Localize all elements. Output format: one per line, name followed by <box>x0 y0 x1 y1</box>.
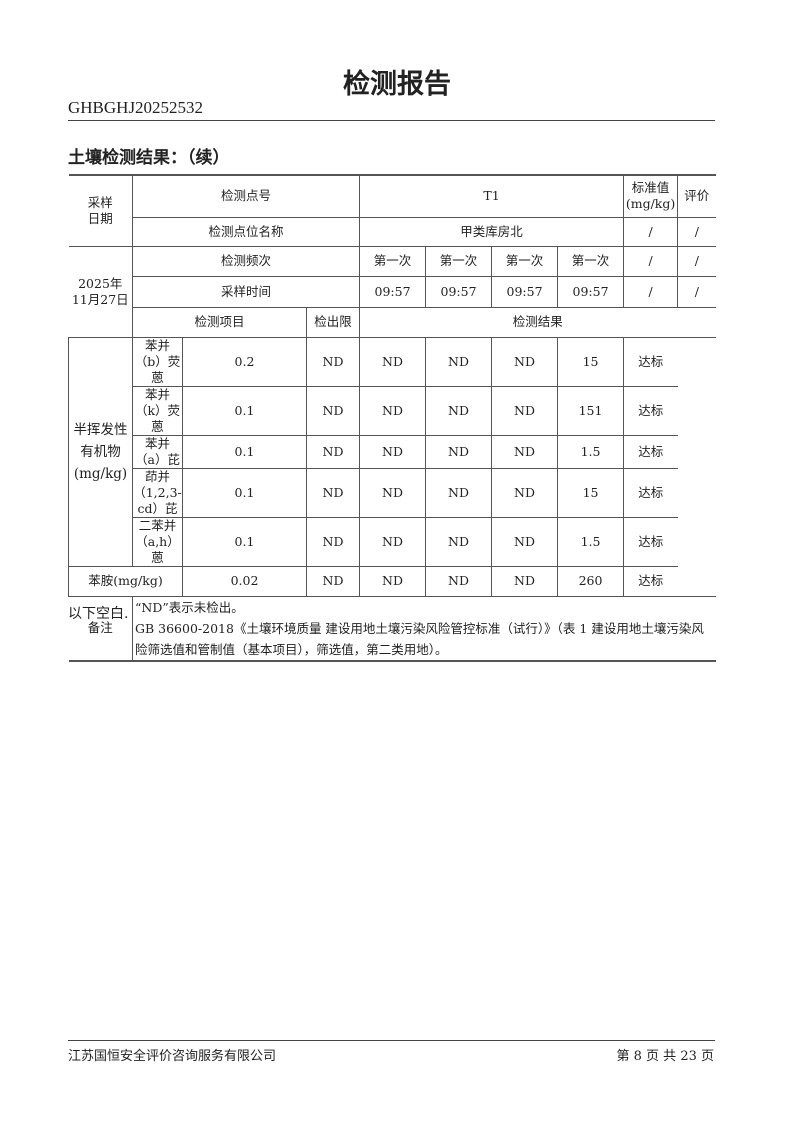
result-value: ND <box>425 565 493 597</box>
eval-value: 达标 <box>623 467 678 518</box>
item-name: 茚并（1,2,3-cd）芘 <box>132 467 183 518</box>
detection-limit: 0.1 <box>182 516 307 567</box>
result-value: ND <box>491 565 559 597</box>
divider <box>68 120 715 121</box>
result-value: ND <box>305 336 361 387</box>
item-name: 苯并（a）芘 <box>132 434 183 469</box>
point-no: T1 <box>359 174 625 218</box>
table-row: 苯并（k）荧蒽 0.1 ND ND ND ND 151 达标 <box>69 385 716 436</box>
slash: / <box>623 245 679 277</box>
result-value: ND <box>425 467 493 518</box>
detection-limit: 0.02 <box>182 565 307 597</box>
result-value: ND <box>491 434 559 469</box>
result-value: ND <box>491 467 559 518</box>
table-row: 半挥发性有机物(mg/kg) 苯并（b）荧蒽 0.2 ND ND ND ND 15 达标 <box>68 336 716 567</box>
standard-value: 1.5 <box>557 434 625 469</box>
result-value: ND <box>491 385 559 436</box>
time-label: 采样时间 <box>131 275 361 308</box>
slash: / <box>677 245 716 277</box>
detection-limit: 0.1 <box>182 434 307 469</box>
result-value: ND <box>491 516 559 567</box>
eval-header: 评价 <box>677 174 716 218</box>
report-code: GHBGHJ20252532 <box>68 98 204 117</box>
standard-value: 15 <box>557 336 625 387</box>
result-value: ND <box>359 336 427 387</box>
eval-value: 达标 <box>623 516 678 567</box>
result-value: ND <box>359 434 427 469</box>
eval-value: 达标 <box>623 385 678 436</box>
table-row: 苯并（a）芘 0.1 ND ND ND ND 1.5 达标 <box>69 434 716 469</box>
standard-value: 151 <box>557 385 625 436</box>
result-value: ND <box>359 467 427 518</box>
time: 09:57 <box>491 275 559 308</box>
item-name: 二苯并（a,h）蒽 <box>132 516 183 567</box>
table-row: 茚并（1,2,3-cd）芘 0.1 ND ND ND ND 15 达标 <box>69 467 716 518</box>
slash: / <box>677 275 716 308</box>
table-row: 二苯并（a,h）蒽 0.1 ND ND ND ND 1.5 达标 <box>69 516 716 567</box>
blank-note: 以下空白. <box>68 606 129 622</box>
freq-label: 检测频次 <box>131 245 361 277</box>
remarks: “ND”表示未检出。 GB 36600-2018《土壤环境质量 建设用地土壤污染风… <box>131 595 716 661</box>
slash: / <box>623 275 679 308</box>
detection-limit: 0.2 <box>182 336 307 387</box>
results-table: 采样日期 检测点号 T1 标准值(mg/kg) 评价 检测点位名称 甲类库房北 … <box>68 174 716 662</box>
item-name: 苯胺(mg/kg) <box>68 565 183 597</box>
result-value: ND <box>305 434 361 469</box>
freq: 第一次 <box>425 245 493 277</box>
point-name: 甲类库房北 <box>359 216 625 247</box>
sampling-date: 2025年11月27日 <box>68 245 133 338</box>
result-value: ND <box>305 385 361 436</box>
slash: / <box>677 216 716 247</box>
standard-value: 15 <box>557 467 625 518</box>
sampling-date-header: 采样日期 <box>68 174 133 247</box>
remark-line: “ND”表示未检出。 <box>135 599 244 615</box>
standard-value: 260 <box>557 565 625 597</box>
result-value: ND <box>305 516 361 567</box>
result-header: 检测结果 <box>359 306 716 338</box>
result-value: ND <box>305 467 361 518</box>
footer-company: 江苏国恒安全评价咨询服务有限公司 <box>68 1049 277 1064</box>
result-value: ND <box>305 565 361 597</box>
result-value: ND <box>359 385 427 436</box>
result-value: ND <box>491 336 559 387</box>
eval-value: 达标 <box>623 434 678 469</box>
eval-value: 达标 <box>623 336 678 387</box>
freq: 第一次 <box>557 245 625 277</box>
remark-line: GB 36600-2018《土壤环境质量 建设用地土壤污染风险管控标准（试行）》… <box>135 620 704 657</box>
result-value: ND <box>359 516 427 567</box>
slash: / <box>623 216 679 247</box>
group-label: 半挥发性有机物(mg/kg) <box>68 336 133 567</box>
time: 09:57 <box>557 275 625 308</box>
result-value: ND <box>425 434 493 469</box>
eval-value: 达标 <box>623 565 678 597</box>
limit-header: 检出限 <box>305 306 361 338</box>
standard-header: 标准值(mg/kg) <box>623 174 679 218</box>
result-value: ND <box>425 336 493 387</box>
detection-limit: 0.1 <box>182 385 307 436</box>
result-value: ND <box>425 516 493 567</box>
point-name-label: 检测点位名称 <box>131 216 361 247</box>
result-value: ND <box>359 565 427 597</box>
divider <box>68 1040 715 1041</box>
item-name: 苯并（k）荧蒽 <box>132 385 183 436</box>
remark-label: 备注 <box>68 595 133 661</box>
page-title: 检测报告 <box>343 69 451 100</box>
time: 09:57 <box>359 275 427 308</box>
time: 09:57 <box>425 275 493 308</box>
point-no-label: 检测点号 <box>131 174 361 218</box>
standard-value: 1.5 <box>557 516 625 567</box>
item-header: 检测项目 <box>132 306 307 338</box>
detection-limit: 0.1 <box>182 467 307 518</box>
result-value: ND <box>425 385 493 436</box>
footer-page: 第 8 页 共 23 页 <box>616 1049 714 1064</box>
freq: 第一次 <box>359 245 427 277</box>
section-title: 土壤检测结果：（续） <box>68 148 230 168</box>
table-row: 苯胺(mg/kg) 0.02 ND ND ND ND 260 达标 <box>68 565 716 597</box>
item-name: 苯并（b）荧蒽 <box>132 336 183 387</box>
freq: 第一次 <box>491 245 559 277</box>
